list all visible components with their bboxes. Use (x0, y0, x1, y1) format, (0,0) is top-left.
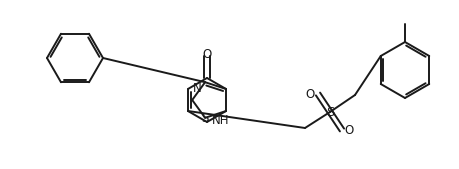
Text: NH: NH (212, 114, 230, 127)
Text: O: O (202, 49, 212, 62)
Text: O: O (344, 125, 353, 138)
Text: N: N (193, 82, 202, 95)
Text: S: S (326, 105, 334, 118)
Text: O: O (306, 88, 315, 101)
Text: S: S (202, 112, 209, 125)
